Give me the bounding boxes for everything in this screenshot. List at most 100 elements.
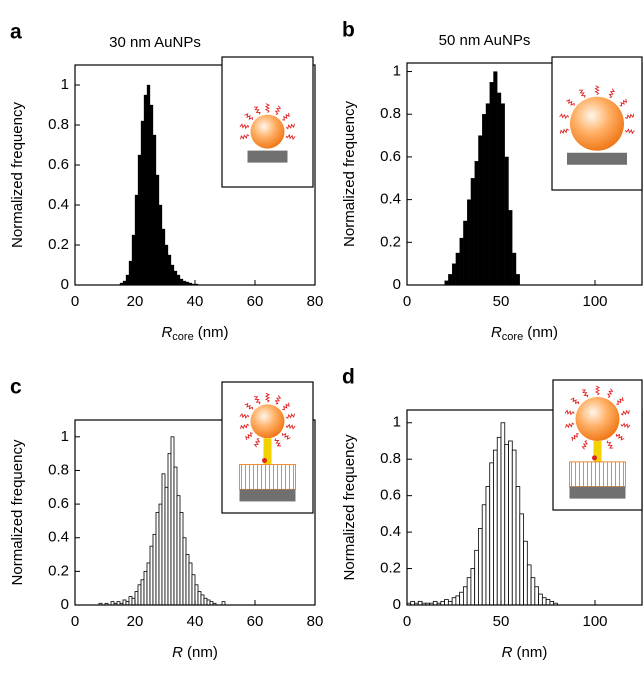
bar	[515, 486, 521, 606]
ligand	[624, 128, 635, 135]
bar	[470, 178, 475, 286]
nanoparticle	[250, 404, 285, 439]
bar	[131, 234, 136, 286]
bar	[161, 228, 166, 286]
bar	[462, 586, 468, 606]
x-tick-label: 40	[187, 293, 204, 310]
bar	[140, 579, 145, 606]
ligand	[253, 396, 261, 405]
y-tick-label: 0.4	[48, 196, 69, 213]
x-axis-label: R (nm)	[502, 644, 548, 661]
x-tick-label: 50	[493, 613, 510, 630]
ligand	[559, 128, 569, 134]
bar	[474, 549, 479, 606]
bar	[179, 278, 184, 286]
ligand	[239, 123, 250, 130]
bar	[122, 280, 127, 286]
nanoparticle	[250, 114, 285, 149]
panel-label: b	[342, 19, 355, 42]
x-label-unit: (nm)	[187, 644, 218, 661]
bar	[155, 512, 160, 606]
bar	[451, 263, 457, 286]
y-tick-label: 0	[61, 596, 69, 613]
bar	[197, 591, 202, 606]
x-label-symbol: R	[491, 324, 502, 341]
ligand	[253, 437, 261, 448]
x-tick-label: 0	[403, 293, 411, 310]
ligand	[581, 389, 589, 398]
bar	[463, 220, 468, 286]
ligand	[606, 440, 614, 449]
ligand	[244, 113, 254, 120]
lipid-bilayer	[569, 461, 626, 488]
histogram-panel: c 0 0.2 0.4 0.6 0.8 1 0 20 40 60 80 Normalized frequ…	[9, 376, 323, 661]
bar	[146, 84, 151, 286]
bar	[143, 94, 148, 286]
ligand	[281, 433, 291, 440]
bar	[485, 103, 490, 286]
bar	[173, 270, 178, 286]
bar	[466, 577, 472, 606]
linker	[593, 441, 602, 462]
ligand	[285, 423, 296, 430]
bar	[164, 244, 169, 286]
y-tick-label: 0.2	[48, 562, 69, 579]
bar	[459, 591, 464, 606]
x-tick-label: 0	[71, 293, 79, 310]
bar	[206, 599, 211, 606]
bar	[448, 274, 453, 286]
bar	[504, 444, 509, 606]
bar	[523, 540, 528, 606]
bar	[504, 156, 509, 286]
histogram-panel: d 0 0.2 0.4 0.6 0.8 1 0 50 100 Normalized frequenc…	[341, 366, 643, 661]
bar	[508, 210, 513, 286]
bar	[541, 597, 547, 606]
plots: a 30 nm AuNPs 0 0.2 0.4 0.6 0.8 1 0 20 40 60 80 Norma…	[9, 19, 643, 661]
bar	[538, 593, 543, 606]
bar	[128, 596, 133, 606]
ligand	[579, 89, 586, 98]
y-tick-label: 0.6	[48, 156, 69, 173]
x-tick-label: 80	[307, 293, 324, 310]
chart-title: 50 nm AuNPs	[439, 32, 531, 49]
x-label-symbol: R	[172, 644, 183, 661]
x-tick-label: 40	[187, 613, 204, 630]
bar	[526, 564, 532, 606]
bar	[493, 449, 498, 606]
bar	[444, 280, 449, 286]
y-axis-label: Normalized frequency	[9, 102, 26, 248]
histogram-panel: b 50 nm AuNPs 0 0.2 0.4 0.6 0.8 1 0 50 100 Normaliz…	[341, 19, 643, 343]
bar	[182, 280, 187, 286]
bar	[125, 274, 130, 286]
bar	[179, 512, 184, 606]
bar	[122, 599, 127, 606]
bar	[158, 503, 163, 606]
ligand	[608, 88, 616, 99]
y-tick-label: 1	[393, 414, 401, 431]
y-tick-label: 0	[61, 276, 69, 293]
ligand	[274, 438, 282, 447]
bar	[128, 260, 133, 286]
y-tick-label: 0.2	[48, 236, 69, 253]
y-axis-label: Normalized frequency	[341, 101, 358, 247]
panel-label: c	[10, 376, 22, 399]
y-tick-label: 0.4	[380, 523, 401, 540]
x-label-subscript: core	[172, 331, 193, 343]
x-label-unit: (nm)	[517, 644, 548, 661]
bar	[470, 568, 476, 606]
bar	[489, 82, 494, 286]
bar	[508, 440, 513, 606]
bar	[176, 495, 181, 606]
bar	[512, 252, 517, 286]
bar	[511, 449, 517, 606]
ligand	[615, 433, 625, 441]
bar	[167, 254, 172, 286]
x-axis-label: Rcore (nm)	[161, 324, 228, 343]
ligand	[240, 423, 250, 430]
bar	[467, 199, 472, 286]
y-tick-label: 0.6	[380, 487, 401, 504]
bar	[170, 436, 175, 606]
substrate	[247, 150, 288, 163]
x-tick-label: 50	[493, 293, 510, 310]
